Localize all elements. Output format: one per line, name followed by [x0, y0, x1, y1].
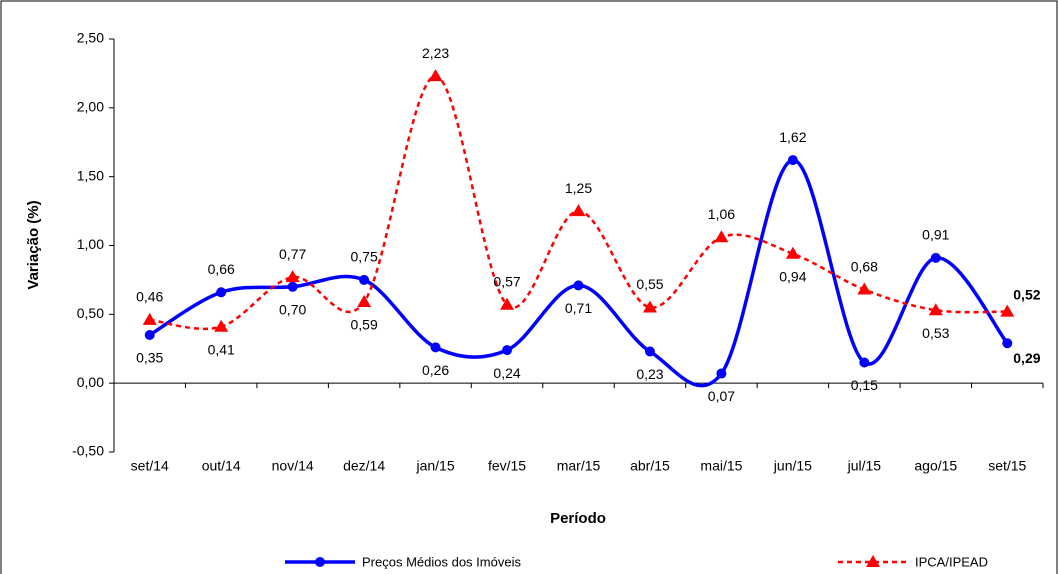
- series-line: [148, 158, 1009, 388]
- point: [857, 282, 872, 295]
- x-tick-label: ago/15: [914, 458, 957, 474]
- x-tick-label: mai/15: [700, 458, 742, 474]
- data-label: 0,15: [851, 377, 878, 393]
- y-axis-title: Variação (%): [25, 200, 42, 289]
- y-tick-label: 2,50: [77, 30, 104, 46]
- point: [430, 342, 441, 353]
- point: [1002, 338, 1013, 349]
- data-label: 0,52: [1013, 286, 1040, 302]
- data-label: 0,94: [779, 268, 806, 284]
- x-tick-label: nov/14: [272, 458, 314, 474]
- point: [714, 230, 729, 243]
- point: [287, 281, 298, 292]
- point: [787, 155, 798, 166]
- x-tick-label: abr/15: [630, 458, 670, 474]
- point: [573, 280, 584, 291]
- data-label: 1,25: [565, 180, 592, 196]
- point: [428, 69, 443, 82]
- data-label: 0,55: [636, 276, 663, 292]
- point: [1000, 304, 1015, 317]
- x-tick-label: out/14: [202, 458, 241, 474]
- data-label: 0,35: [136, 350, 163, 366]
- point: [930, 252, 941, 263]
- data-label: 0,53: [922, 325, 949, 341]
- point: [142, 312, 157, 325]
- x-tick-label: jul/15: [847, 458, 882, 474]
- point: [716, 368, 727, 379]
- point: [928, 303, 943, 316]
- point: [285, 270, 300, 283]
- data-label: 0,68: [851, 258, 878, 274]
- point: [571, 204, 586, 217]
- point: [214, 319, 229, 332]
- y-tick-label: -0,50: [72, 443, 104, 459]
- point: [144, 329, 155, 340]
- x-tick-label: mar/15: [557, 458, 601, 474]
- x-tick-label: set/15: [988, 458, 1026, 474]
- data-label: 1,06: [708, 206, 735, 222]
- y-tick-label: 1,50: [77, 167, 104, 183]
- point: [502, 345, 513, 356]
- data-label: 0,26: [422, 362, 449, 378]
- point: [359, 274, 370, 285]
- x-axis-title: Período: [550, 510, 606, 527]
- data-label: 0,59: [350, 317, 377, 333]
- x-tick-label: set/14: [131, 458, 169, 474]
- point: [644, 346, 655, 357]
- data-label: 0,75: [350, 249, 377, 265]
- data-label: 0,57: [493, 273, 520, 289]
- data-label: 0,66: [208, 261, 235, 277]
- data-label: 0,23: [636, 366, 663, 382]
- x-tick-label: jun/15: [773, 458, 812, 474]
- point: [500, 297, 515, 310]
- data-label: 0,24: [493, 365, 520, 381]
- point: [216, 287, 227, 298]
- x-tick-label: jan/15: [415, 458, 454, 474]
- data-label: 1,62: [779, 129, 806, 145]
- point: [785, 246, 800, 259]
- legend-marker: [315, 557, 325, 567]
- point: [357, 294, 372, 307]
- legend-label: Preços Médios dos Imóveis: [362, 554, 521, 569]
- data-label: 2,23: [422, 45, 449, 61]
- data-label: 0,91: [922, 227, 949, 243]
- data-label: 0,41: [208, 341, 235, 357]
- x-tick-label: dez/14: [343, 458, 385, 474]
- y-tick-label: 0,50: [77, 305, 104, 321]
- series-line: [149, 74, 1008, 331]
- data-label: 0,70: [279, 302, 306, 318]
- data-label: 0,46: [136, 289, 163, 305]
- y-tick-label: 2,00: [77, 99, 104, 115]
- data-label: 0,07: [708, 388, 735, 404]
- data-label: 0,29: [1013, 350, 1040, 366]
- x-tick-label: fev/15: [488, 458, 526, 474]
- y-tick-label: 1,00: [77, 236, 104, 252]
- point: [642, 300, 657, 313]
- data-label: 0,77: [279, 246, 306, 262]
- legend-marker: [866, 555, 880, 567]
- data-label: 0,71: [565, 300, 592, 316]
- y-tick-label: 0,00: [77, 374, 104, 390]
- point: [859, 357, 870, 368]
- legend-label: IPCA/IPEAD: [915, 554, 988, 569]
